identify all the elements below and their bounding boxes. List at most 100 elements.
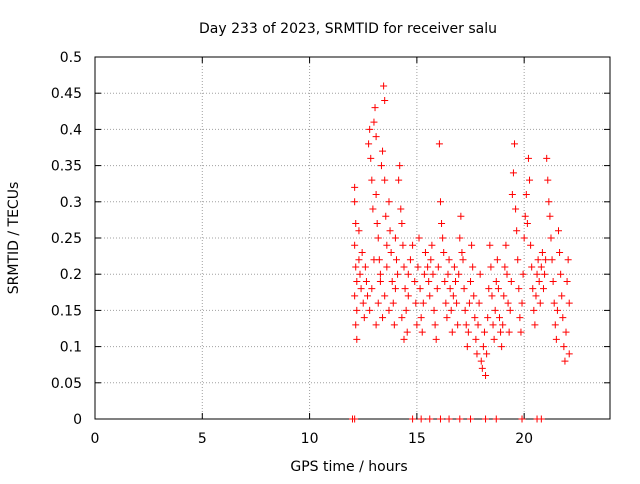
data-point [450,263,458,271]
y-tick-label: 0.1 [60,340,82,356]
data-point [475,299,483,307]
data-point [503,270,511,278]
data-point [489,321,497,329]
data-point [381,292,389,300]
data-point [381,176,389,184]
data-point [417,314,425,322]
data-point [462,321,470,329]
data-point [351,183,359,191]
data-point [436,198,444,206]
data-point [415,234,423,242]
data-point [361,263,369,271]
data-point [445,256,453,264]
data-point [537,263,545,271]
data-point [498,343,506,351]
data-point [530,306,538,314]
data-point [561,357,569,365]
data-point [379,147,387,155]
data-point [428,241,436,249]
data-point [506,306,514,314]
x-tick-label: 0 [91,431,100,447]
data-point [395,176,403,184]
data-point [488,292,496,300]
data-point [534,256,542,264]
data-point [550,299,558,307]
data-point [368,176,376,184]
data-point [351,198,359,206]
y-tick-label: 0 [73,412,82,428]
x-tick-label: 15 [408,431,426,447]
axis-ticks [94,56,610,420]
data-point [444,270,452,278]
data-point [373,220,381,228]
data-point [382,212,390,220]
x-tick-label: 5 [198,431,207,447]
data-point [527,241,535,249]
data-point [455,270,463,278]
data-point [427,256,435,264]
data-point [376,277,384,285]
y-tick-label: 0.05 [51,376,82,392]
data-point [386,227,394,235]
data-point [479,343,487,351]
data-point [404,270,412,278]
data-point [487,263,495,271]
y-tick-label: 0.25 [51,231,82,247]
data-point [404,292,412,300]
data-point [515,285,523,293]
data-point [388,277,396,285]
data-point [419,299,427,307]
data-point [537,415,545,423]
data-point [372,191,380,199]
data-point [463,343,471,351]
data-point [353,306,361,314]
data-point [500,292,508,300]
data-point [543,154,551,162]
data-point [528,263,536,271]
data-point [548,256,556,264]
data-point [353,335,361,343]
data-point [560,343,568,351]
data-point [398,314,406,322]
y-tick-label: 0.2 [60,267,82,283]
data-point [546,212,554,220]
data-point [454,321,462,329]
data-point [565,350,573,358]
data-point [352,321,360,329]
data-point [365,140,373,148]
data-point [396,162,404,170]
data-point [521,212,529,220]
data-point [456,415,464,423]
data-point [469,263,477,271]
data-point [436,415,444,423]
data-point [502,241,510,249]
data-point [464,328,472,336]
data-point [417,415,425,423]
data-point [556,248,564,256]
plot-frame [94,56,611,420]
data-point [383,241,391,249]
data-point [477,357,485,365]
data-point [362,277,370,285]
y-tick-label: 0.45 [51,86,82,102]
data-point [414,263,422,271]
data-point [501,263,509,271]
data-point [459,256,467,264]
data-point [412,299,420,307]
data-point [430,306,438,314]
data-point [358,248,366,256]
data-point [402,306,410,314]
data-point [398,220,406,228]
data-point [418,328,426,336]
x-axis-title: GPS time / hours [290,459,407,475]
data-point [519,270,527,278]
data-point [458,248,466,256]
data-point [406,256,414,264]
data-point [559,314,567,322]
data-point [399,241,407,249]
data-point [383,263,391,271]
data-point [385,306,393,314]
data-point [392,256,400,264]
data-point [420,270,428,278]
